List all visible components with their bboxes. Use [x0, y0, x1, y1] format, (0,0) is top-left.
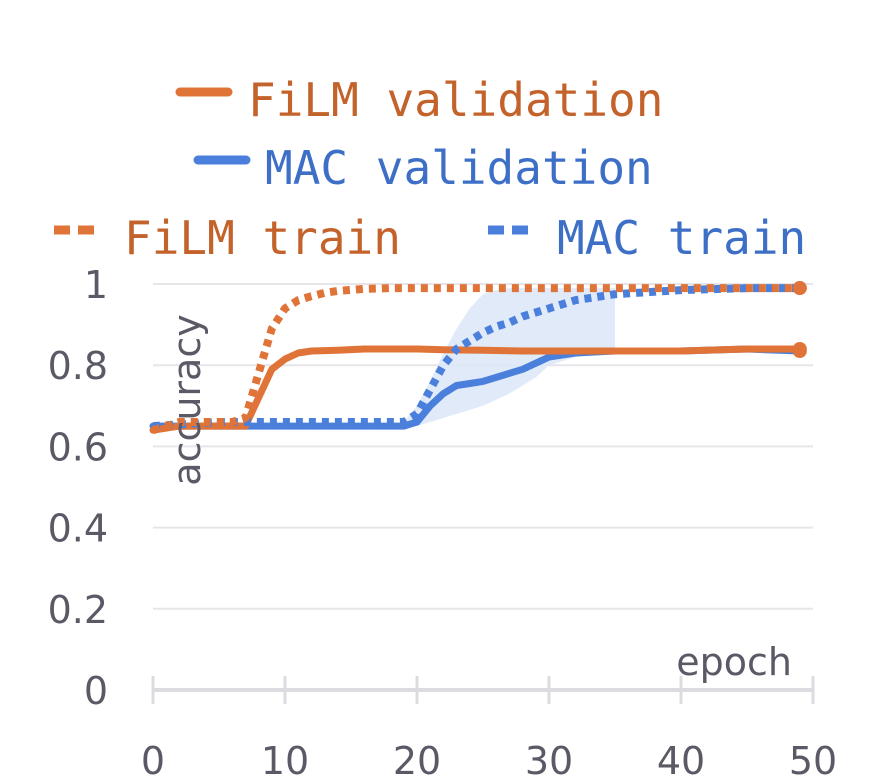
legend-mac-train-label: MAC train — [557, 211, 806, 265]
gridlines — [153, 283, 813, 610]
legend: FiLM validation MAC validation FiLM trai… — [54, 73, 806, 265]
y-tick-label-4: 0.8 — [48, 344, 108, 388]
mac-confidence-band — [403, 288, 615, 427]
axes: 00.20.40.60.810 10 20 30 40 50 — [48, 263, 838, 782]
series-line-mac-train — [152, 284, 800, 431]
x-tick-label-3: 30 — [525, 739, 573, 782]
y-tick-label-5: 1 — [84, 263, 108, 307]
y-tick-label-2: 0.4 — [48, 507, 108, 551]
legend-film-train-label: FiLM train — [124, 211, 401, 265]
x-tick-label-4: 40 — [657, 739, 705, 782]
series-line-film-validation — [149, 345, 804, 434]
legend-mac-validation-label: MAC validation — [265, 141, 653, 195]
x-tick-label-1: 10 — [261, 739, 309, 782]
x-axis-title: epoch — [676, 640, 792, 684]
x-tick-label-0: 0 — [141, 739, 165, 782]
x-tick-label-2: 20 — [393, 739, 441, 782]
series-lines — [149, 281, 807, 435]
series-end-point-film-validation — [792, 341, 807, 356]
series-line-film-train — [151, 284, 800, 435]
y-tick-label-1: 0.2 — [48, 588, 108, 632]
x-tick-label-5: 50 — [789, 739, 837, 782]
y-tick-label-3: 0.6 — [48, 425, 108, 469]
series-end-point-film-train — [792, 281, 807, 296]
legend-film-validation-label: FiLM validation — [248, 73, 663, 127]
y-axis-title: accuracy — [165, 314, 209, 485]
y-tick-label-0: 0 — [84, 669, 108, 713]
mac-band-area — [403, 288, 615, 427]
